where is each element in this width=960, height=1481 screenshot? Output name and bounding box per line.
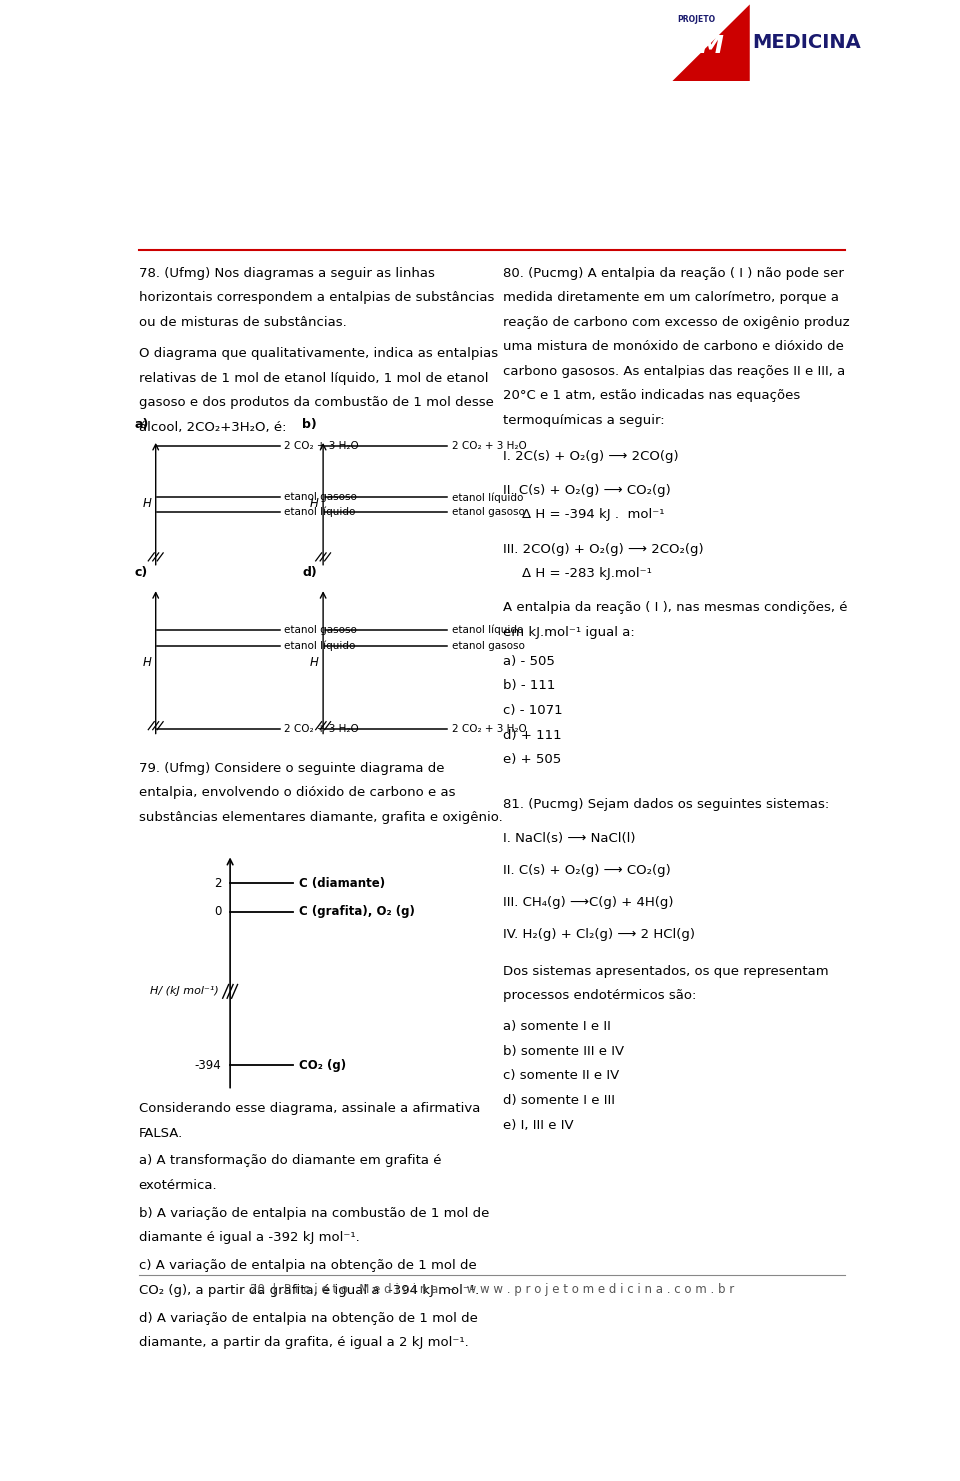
Text: b) A variação de entalpia na combustão de 1 mol de: b) A variação de entalpia na combustão d… bbox=[138, 1207, 489, 1220]
Text: e) + 505: e) + 505 bbox=[503, 752, 562, 766]
Text: Considerando esse diagrama, assinale a afirmativa: Considerando esse diagrama, assinale a a… bbox=[138, 1102, 480, 1115]
Text: a): a) bbox=[134, 418, 149, 431]
Text: Dos sistemas apresentados, os que representam: Dos sistemas apresentados, os que repres… bbox=[503, 964, 828, 977]
Text: C (grafita), O₂ (g): C (grafita), O₂ (g) bbox=[300, 905, 415, 918]
Text: diamante, a partir da grafita, é igual a 2 kJ mol⁻¹.: diamante, a partir da grafita, é igual a… bbox=[138, 1336, 468, 1349]
Text: PROJETO: PROJETO bbox=[677, 15, 715, 24]
Text: II. C(s) + O₂(g) ⟶ CO₂(g): II. C(s) + O₂(g) ⟶ CO₂(g) bbox=[503, 865, 671, 877]
Text: III. 2CO(g) + O₂(g) ⟶ 2CO₂(g): III. 2CO(g) + O₂(g) ⟶ 2CO₂(g) bbox=[503, 542, 704, 555]
Text: relativas de 1 mol de etanol líquido, 1 mol de etanol: relativas de 1 mol de etanol líquido, 1 … bbox=[138, 372, 488, 385]
Text: c) A variação de entalpia na obtenção de 1 mol de: c) A variação de entalpia na obtenção de… bbox=[138, 1259, 476, 1272]
Text: em kJ.mol⁻¹ igual a:: em kJ.mol⁻¹ igual a: bbox=[503, 626, 635, 638]
Text: entalpia, envolvendo o dióxido de carbono e as: entalpia, envolvendo o dióxido de carbon… bbox=[138, 786, 455, 800]
Text: c) somente II e IV: c) somente II e IV bbox=[503, 1069, 619, 1083]
Text: c): c) bbox=[134, 566, 148, 579]
Text: 0: 0 bbox=[214, 905, 221, 918]
Text: 2 CO₂ + 3 H₂O: 2 CO₂ + 3 H₂O bbox=[284, 441, 359, 452]
Text: etanol gasoso: etanol gasoso bbox=[452, 507, 525, 517]
Text: b) - 111: b) - 111 bbox=[503, 680, 556, 693]
Text: M: M bbox=[699, 34, 723, 58]
Text: d): d) bbox=[302, 566, 317, 579]
Text: d) somente I e III: d) somente I e III bbox=[503, 1094, 615, 1106]
Text: CO₂ (g): CO₂ (g) bbox=[300, 1059, 347, 1072]
Text: Δ H = -394 kJ .  mol⁻¹: Δ H = -394 kJ . mol⁻¹ bbox=[522, 508, 664, 521]
Text: c) - 1071: c) - 1071 bbox=[503, 703, 563, 717]
Text: III. CH₄(g) ⟶C(g) + 4H(g): III. CH₄(g) ⟶C(g) + 4H(g) bbox=[503, 896, 674, 909]
Text: 2 CO₂ + 3 H₂O: 2 CO₂ + 3 H₂O bbox=[452, 724, 527, 735]
Text: exotérmica.: exotérmica. bbox=[138, 1179, 217, 1192]
Text: A entalpia da reação ( I ), nas mesmas condições, é: A entalpia da reação ( I ), nas mesmas c… bbox=[503, 601, 848, 615]
Text: b) somente III e IV: b) somente III e IV bbox=[503, 1046, 624, 1057]
Text: processos endotérmicos são:: processos endotérmicos são: bbox=[503, 989, 697, 1003]
Text: H: H bbox=[310, 656, 319, 669]
Text: substâncias elementares diamante, grafita e oxigênio.: substâncias elementares diamante, grafit… bbox=[138, 810, 502, 823]
Text: H: H bbox=[142, 498, 152, 511]
Text: termoquímicas a seguir:: termoquímicas a seguir: bbox=[503, 413, 664, 427]
Text: CO₂ (g), a partir da grafita, é igual a  -394 kJ mol⁻¹.: CO₂ (g), a partir da grafita, é igual a … bbox=[138, 1284, 479, 1297]
Text: etanol líquido: etanol líquido bbox=[284, 507, 356, 517]
Text: Δ H = -283 kJ.mol⁻¹: Δ H = -283 kJ.mol⁻¹ bbox=[522, 567, 652, 581]
Text: etanol líquido: etanol líquido bbox=[452, 492, 523, 502]
Text: 79. (Ufmg) Considere o seguinte diagrama de: 79. (Ufmg) Considere o seguinte diagrama… bbox=[138, 761, 444, 775]
Text: uma mistura de monóxido de carbono e dióxido de: uma mistura de monóxido de carbono e dió… bbox=[503, 341, 844, 354]
Text: etanol gasoso: etanol gasoso bbox=[284, 625, 357, 635]
Text: O diagrama que qualitativamente, indica as entalpias: O diagrama que qualitativamente, indica … bbox=[138, 347, 497, 360]
Text: H: H bbox=[310, 498, 319, 511]
Text: 78. (Ufmg) Nos diagramas a seguir as linhas: 78. (Ufmg) Nos diagramas a seguir as lin… bbox=[138, 267, 435, 280]
Text: 2 CO₂ + 3 H₂O: 2 CO₂ + 3 H₂O bbox=[452, 441, 527, 452]
Text: 80. (Pucmg) A entalpia da reação ( I ) não pode ser: 80. (Pucmg) A entalpia da reação ( I ) n… bbox=[503, 267, 844, 280]
Text: MEDICINA: MEDICINA bbox=[753, 34, 861, 52]
Text: etanol gasoso: etanol gasoso bbox=[284, 493, 357, 502]
Text: I. NaCl(s) ⟶ NaCl(l): I. NaCl(s) ⟶ NaCl(l) bbox=[503, 832, 636, 846]
Text: 20°C e 1 atm, estão indicadas nas equações: 20°C e 1 atm, estão indicadas nas equaçõ… bbox=[503, 390, 801, 403]
Text: II. C(s) + O₂(g) ⟶ CO₂(g): II. C(s) + O₂(g) ⟶ CO₂(g) bbox=[503, 484, 671, 498]
Text: horizontais correspondem a entalpias de substâncias: horizontais correspondem a entalpias de … bbox=[138, 292, 494, 304]
Text: 2: 2 bbox=[214, 877, 221, 890]
Text: H: H bbox=[142, 656, 152, 669]
Text: d) + 111: d) + 111 bbox=[503, 729, 562, 742]
Text: 81. (Pucmg) Sejam dados os seguintes sistemas:: 81. (Pucmg) Sejam dados os seguintes sis… bbox=[503, 798, 829, 812]
Text: reação de carbono com excesso de oxigênio produz: reação de carbono com excesso de oxigêni… bbox=[503, 315, 850, 329]
Text: 2 CO₂ + 3 H₂O: 2 CO₂ + 3 H₂O bbox=[284, 724, 359, 735]
Text: ou de misturas de substâncias.: ou de misturas de substâncias. bbox=[138, 315, 347, 329]
Text: medida diretamente em um calorímetro, porque a: medida diretamente em um calorímetro, po… bbox=[503, 292, 839, 304]
Text: FALSA.: FALSA. bbox=[138, 1127, 182, 1139]
Polygon shape bbox=[672, 4, 750, 81]
Text: I. 2C(s) + O₂(g) ⟶ 2CO(g): I. 2C(s) + O₂(g) ⟶ 2CO(g) bbox=[503, 450, 679, 462]
Text: etanol líquido: etanol líquido bbox=[284, 641, 356, 652]
Text: carbono gasosos. As entalpias das reações II e III, a: carbono gasosos. As entalpias das reaçõe… bbox=[503, 364, 846, 378]
Text: gasoso e dos produtos da combustão de 1 mol desse: gasoso e dos produtos da combustão de 1 … bbox=[138, 395, 493, 409]
Text: -394: -394 bbox=[195, 1059, 221, 1072]
Text: a) - 505: a) - 505 bbox=[503, 655, 555, 668]
Text: IV. H₂(g) + Cl₂(g) ⟶ 2 HCl(g): IV. H₂(g) + Cl₂(g) ⟶ 2 HCl(g) bbox=[503, 929, 695, 940]
Text: etanol líquido: etanol líquido bbox=[452, 625, 523, 635]
Text: d) A variação de entalpia na obtenção de 1 mol de: d) A variação de entalpia na obtenção de… bbox=[138, 1312, 477, 1325]
Text: a) somente I e II: a) somente I e II bbox=[503, 1020, 611, 1034]
Text: etanol gasoso: etanol gasoso bbox=[452, 641, 525, 652]
Text: 20  |  P r o j e t o   M e d i c i n a   –   w w w . p r o j e t o m e d i c i n: 20 | P r o j e t o M e d i c i n a – w w… bbox=[250, 1283, 734, 1296]
Text: b): b) bbox=[302, 418, 317, 431]
Text: H/ (kJ mol⁻¹): H/ (kJ mol⁻¹) bbox=[150, 986, 219, 997]
Text: diamante é igual a -392 kJ mol⁻¹.: diamante é igual a -392 kJ mol⁻¹. bbox=[138, 1231, 359, 1244]
Text: e) I, III e IV: e) I, III e IV bbox=[503, 1118, 574, 1131]
Text: a) A transformação do diamante em grafita é: a) A transformação do diamante em grafit… bbox=[138, 1155, 441, 1167]
Text: álcool, 2CO₂+3H₂O, é:: álcool, 2CO₂+3H₂O, é: bbox=[138, 421, 286, 434]
Text: C (diamante): C (diamante) bbox=[300, 877, 385, 890]
